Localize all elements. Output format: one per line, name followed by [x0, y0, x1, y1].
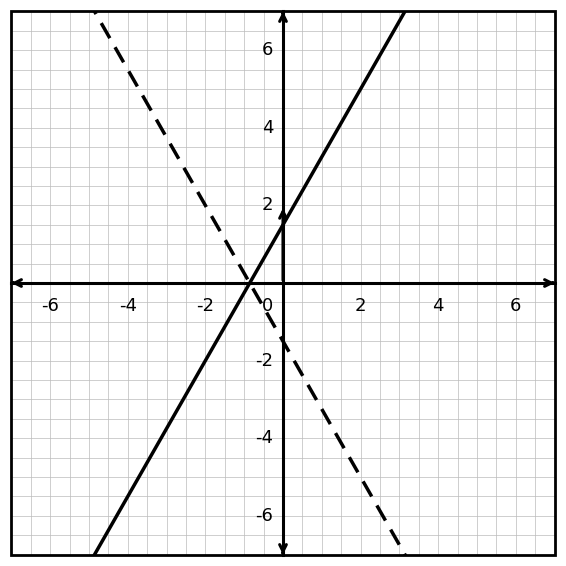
Text: 6: 6	[262, 41, 273, 59]
Text: 6: 6	[510, 297, 521, 315]
Text: 4: 4	[432, 297, 444, 315]
Text: -4: -4	[255, 429, 273, 447]
Text: 2: 2	[355, 297, 366, 315]
Text: 2: 2	[262, 196, 273, 215]
Text: -2: -2	[196, 297, 215, 315]
Text: -6: -6	[255, 507, 273, 525]
Text: -6: -6	[41, 297, 59, 315]
Text: -4: -4	[119, 297, 137, 315]
Text: 4: 4	[262, 119, 273, 137]
Text: 0: 0	[262, 297, 273, 315]
Text: -2: -2	[255, 351, 273, 370]
